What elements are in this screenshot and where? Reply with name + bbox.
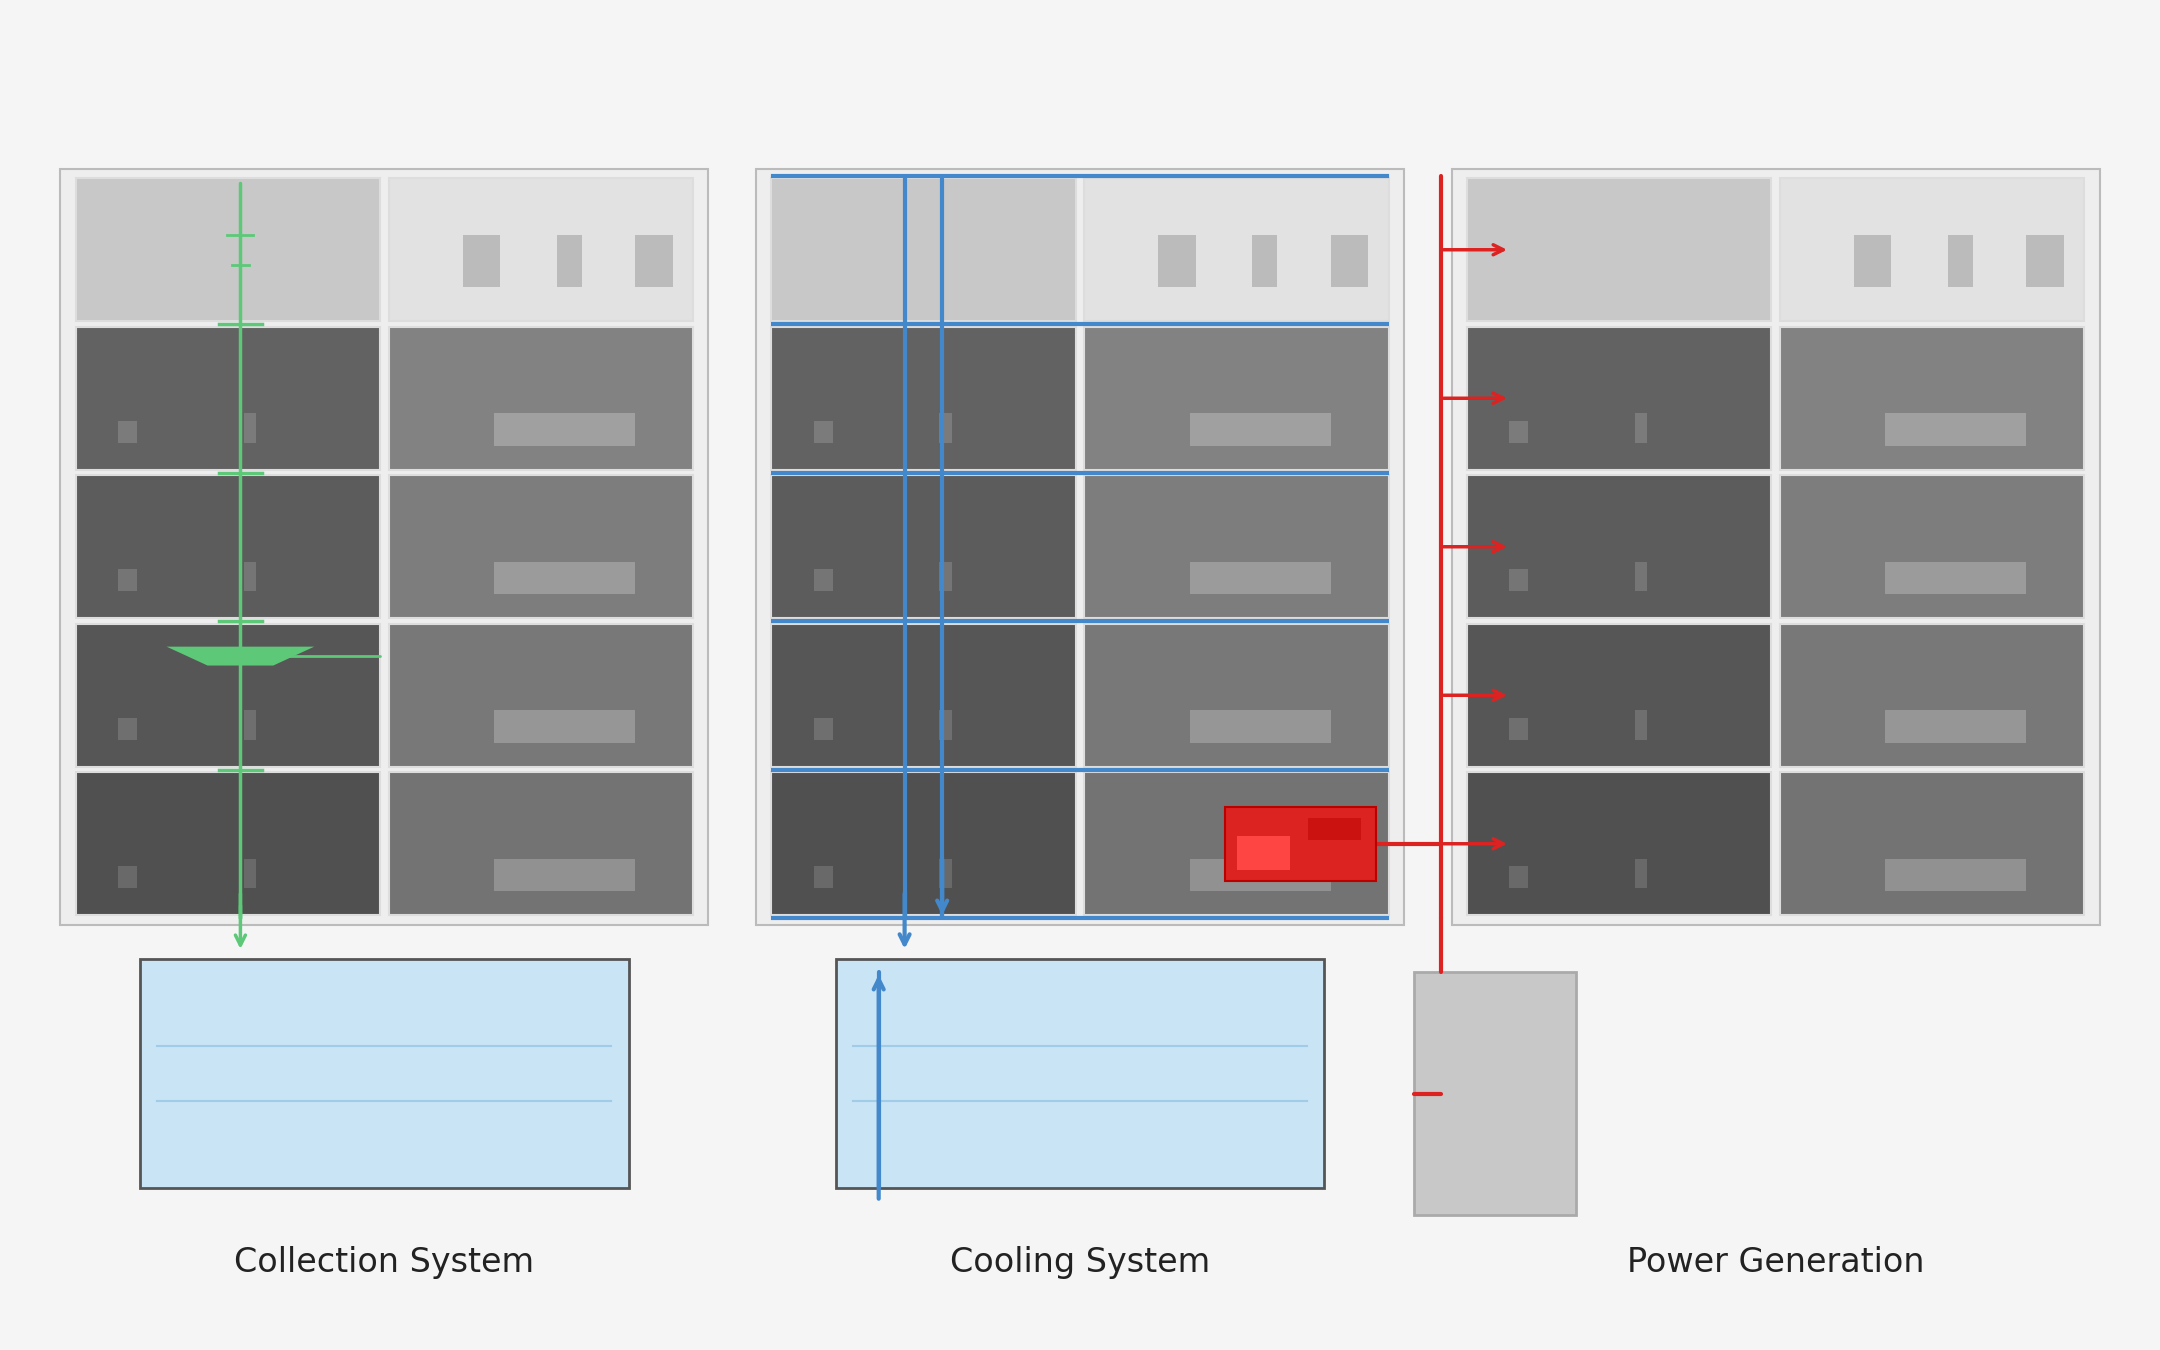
Bar [1452,169,2100,925]
Bar [140,958,629,1188]
Bar [1948,235,1972,288]
Bar [1780,327,2084,470]
Bar [76,624,380,767]
Bar [1780,475,2084,618]
Bar [1225,807,1376,882]
Bar [76,772,380,915]
Bar [1510,421,1527,443]
Bar [244,710,257,740]
Bar [1467,475,1771,618]
Bar [389,475,693,618]
Bar [495,710,635,742]
Bar [389,624,693,767]
Bar [119,570,136,591]
Bar [76,475,380,618]
Bar [389,772,693,915]
Bar [2026,235,2063,288]
Bar [1190,413,1331,446]
Bar [814,718,832,740]
Bar [244,413,257,443]
Bar [1780,624,2084,767]
Bar [1886,413,2026,446]
Bar [76,327,380,470]
Bar [1307,818,1361,840]
Bar [814,421,832,443]
Bar [389,178,693,321]
Bar [814,570,832,591]
Bar [1510,867,1527,888]
Bar [836,958,1324,1188]
Bar [1467,772,1771,915]
Bar [1190,859,1331,891]
Text: Power Generation: Power Generation [1626,1246,1925,1278]
Bar [940,710,953,740]
Bar [1084,327,1389,470]
Bar [1331,235,1367,288]
Bar [756,169,1404,925]
Bar [1886,859,2026,891]
Bar [1635,413,1648,443]
Bar [1635,859,1648,888]
Bar [940,562,953,591]
Bar [940,859,953,888]
Bar [1467,624,1771,767]
Bar [1084,772,1389,915]
Bar [462,235,501,288]
Bar [1635,562,1648,591]
Bar [1886,562,2026,594]
Bar [1780,178,2084,321]
Bar [60,169,708,925]
Bar [771,327,1076,470]
Bar [814,867,832,888]
Bar [1467,327,1771,470]
Bar [771,475,1076,618]
Bar [119,421,136,443]
Bar [119,867,136,888]
Bar [1253,235,1277,288]
Bar [244,562,257,591]
Text: Collection System: Collection System [235,1246,534,1278]
Bar [495,562,635,594]
Bar [1084,475,1389,618]
Bar [1190,710,1331,742]
Bar [76,178,380,321]
Bar [1510,718,1527,740]
Bar [1635,710,1648,740]
Bar [1853,235,1892,288]
Bar [635,235,672,288]
Bar [1780,772,2084,915]
Bar [1084,624,1389,767]
Bar [119,718,136,740]
Bar [495,859,635,891]
Bar [244,859,257,888]
Bar [771,772,1076,915]
Bar [1158,235,1197,288]
Bar [771,624,1076,767]
Polygon shape [166,647,315,666]
Bar [495,413,635,446]
Bar [940,413,953,443]
Bar [1190,562,1331,594]
Text: Cooling System: Cooling System [950,1246,1210,1278]
Bar [1467,178,1771,321]
Bar [1510,570,1527,591]
Bar [557,235,581,288]
Bar [771,178,1076,321]
Bar [1084,178,1389,321]
Bar [1238,837,1290,869]
Bar [1886,710,2026,742]
Bar [1415,972,1577,1215]
Bar [389,327,693,470]
